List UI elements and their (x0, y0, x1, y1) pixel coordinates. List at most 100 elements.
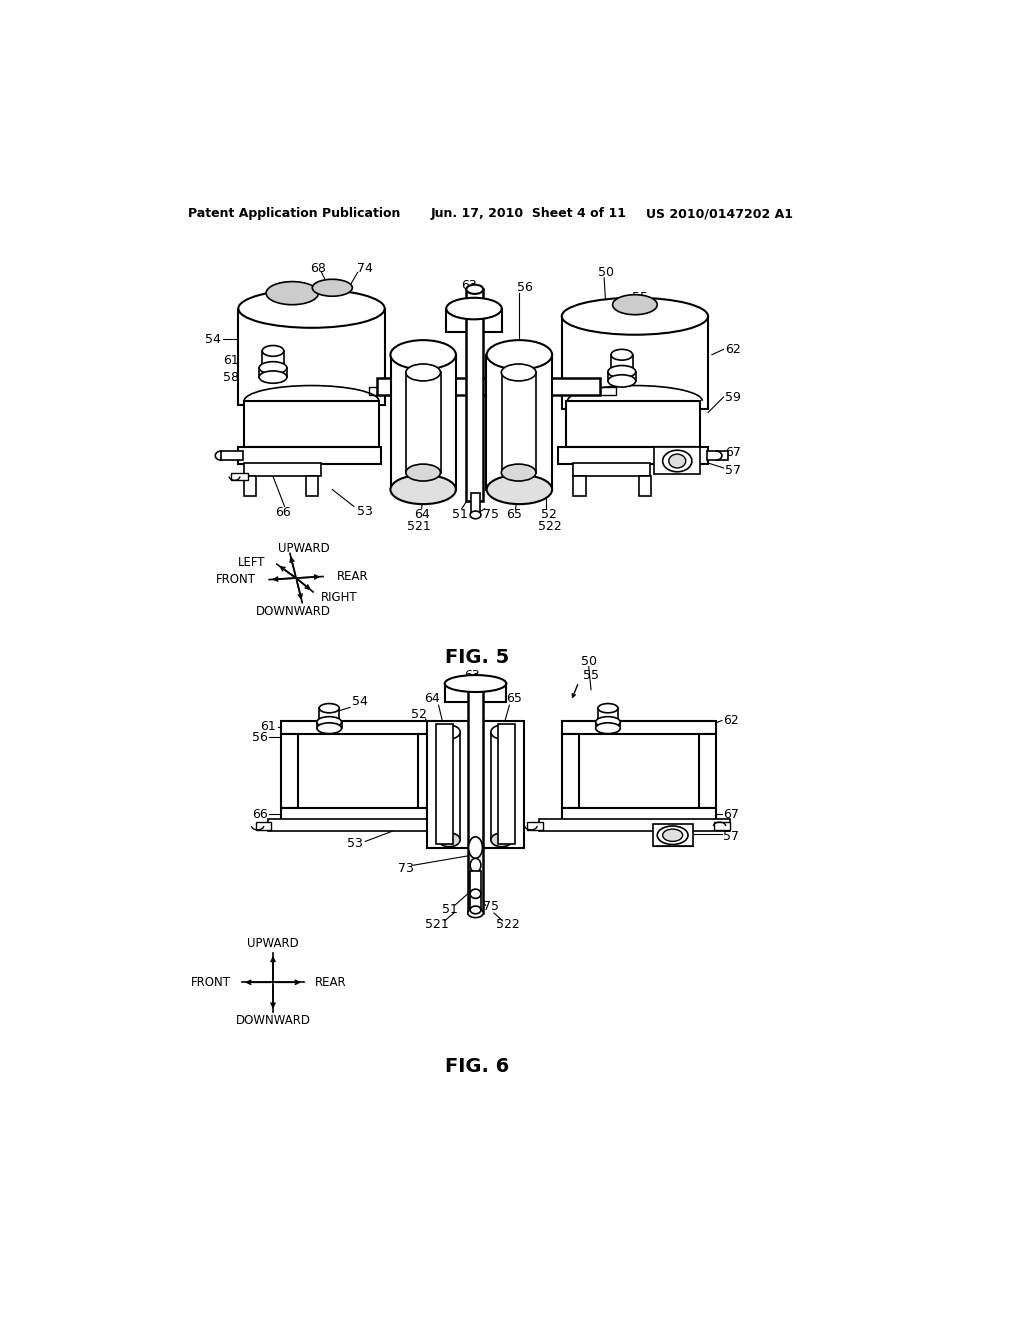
Text: 65: 65 (506, 693, 522, 705)
Ellipse shape (611, 350, 633, 360)
Text: 52: 52 (412, 708, 427, 721)
Bar (596, 722, 621, 729)
Ellipse shape (239, 289, 385, 327)
Bar (598, 708, 617, 722)
Text: UPWARD: UPWARD (247, 937, 299, 950)
Text: RIGHT: RIGHT (321, 591, 357, 603)
Ellipse shape (470, 511, 481, 519)
Text: 55: 55 (583, 669, 599, 682)
Ellipse shape (446, 298, 502, 319)
Bar (221, 451, 243, 461)
Text: FIG. 6: FIG. 6 (445, 1057, 509, 1077)
Ellipse shape (438, 725, 460, 739)
Bar (407, 372, 441, 473)
Bar (562, 721, 716, 734)
Text: FRONT: FRONT (216, 573, 256, 586)
Ellipse shape (608, 375, 636, 387)
Bar (259, 368, 287, 378)
Text: FIG. 5: FIG. 5 (445, 648, 509, 667)
Ellipse shape (390, 475, 456, 504)
Text: 67: 67 (723, 808, 739, 821)
Ellipse shape (468, 908, 483, 917)
Ellipse shape (598, 704, 617, 713)
Bar (470, 871, 481, 894)
Ellipse shape (663, 829, 683, 841)
Bar (370, 387, 385, 395)
Bar (436, 725, 454, 843)
Text: LEFT: LEFT (238, 556, 265, 569)
Text: 61: 61 (223, 354, 239, 367)
Bar (562, 808, 716, 821)
Text: 67: 67 (725, 446, 740, 459)
Text: 522: 522 (539, 520, 562, 533)
Bar (490, 733, 512, 840)
Text: 63: 63 (462, 279, 477, 292)
Bar (244, 477, 256, 496)
Ellipse shape (262, 346, 284, 356)
Text: 63: 63 (464, 669, 479, 682)
Bar (654, 447, 700, 474)
Bar (316, 722, 342, 729)
Bar (527, 822, 543, 830)
Text: REAR: REAR (315, 975, 347, 989)
Bar (444, 684, 506, 702)
Ellipse shape (319, 704, 339, 713)
Text: 53: 53 (357, 504, 374, 517)
Text: FRONT: FRONT (190, 975, 230, 989)
Bar (438, 733, 460, 840)
Text: 57: 57 (723, 829, 739, 842)
Text: 62: 62 (723, 714, 739, 727)
Ellipse shape (259, 371, 287, 383)
Bar (714, 822, 730, 830)
Bar (468, 682, 483, 913)
Bar (244, 462, 321, 477)
Bar (466, 289, 483, 502)
Bar (562, 317, 708, 409)
Ellipse shape (390, 341, 456, 370)
Text: 521: 521 (425, 917, 449, 931)
Ellipse shape (466, 285, 483, 294)
Text: 73: 73 (398, 862, 414, 875)
Bar (486, 355, 552, 490)
Bar (608, 372, 636, 381)
Text: 74: 74 (357, 261, 374, 275)
Bar (498, 725, 515, 843)
Bar (230, 473, 248, 480)
Text: 61: 61 (260, 721, 275, 733)
Bar (573, 462, 650, 477)
Ellipse shape (596, 717, 621, 727)
Text: 55: 55 (632, 290, 648, 304)
Text: 53: 53 (347, 837, 364, 850)
Text: 75: 75 (483, 900, 499, 913)
Bar (565, 401, 700, 447)
Ellipse shape (470, 858, 481, 873)
Ellipse shape (438, 833, 460, 847)
Bar (698, 734, 716, 808)
Ellipse shape (316, 723, 342, 734)
Text: REAR: REAR (337, 570, 369, 583)
Bar (539, 818, 730, 832)
Text: 50: 50 (581, 655, 597, 668)
Text: 58: 58 (222, 371, 239, 384)
Bar (446, 309, 502, 331)
Text: 50: 50 (598, 265, 614, 279)
Text: 522: 522 (496, 917, 520, 931)
Text: Jun. 17, 2010  Sheet 4 of 11: Jun. 17, 2010 Sheet 4 of 11 (431, 207, 627, 220)
Ellipse shape (312, 280, 352, 296)
Bar (244, 401, 379, 447)
Text: 54: 54 (205, 333, 221, 346)
Text: 64: 64 (425, 693, 440, 705)
Bar (262, 351, 284, 368)
Ellipse shape (486, 475, 552, 504)
Bar (377, 378, 600, 395)
Text: 56: 56 (517, 281, 532, 294)
Text: 66: 66 (252, 808, 268, 821)
Bar (267, 818, 453, 832)
Bar (470, 896, 481, 909)
Text: 51: 51 (442, 903, 458, 916)
Ellipse shape (486, 341, 552, 370)
Ellipse shape (470, 906, 481, 913)
Bar (502, 372, 537, 473)
Bar (306, 477, 318, 496)
Bar (558, 447, 708, 465)
